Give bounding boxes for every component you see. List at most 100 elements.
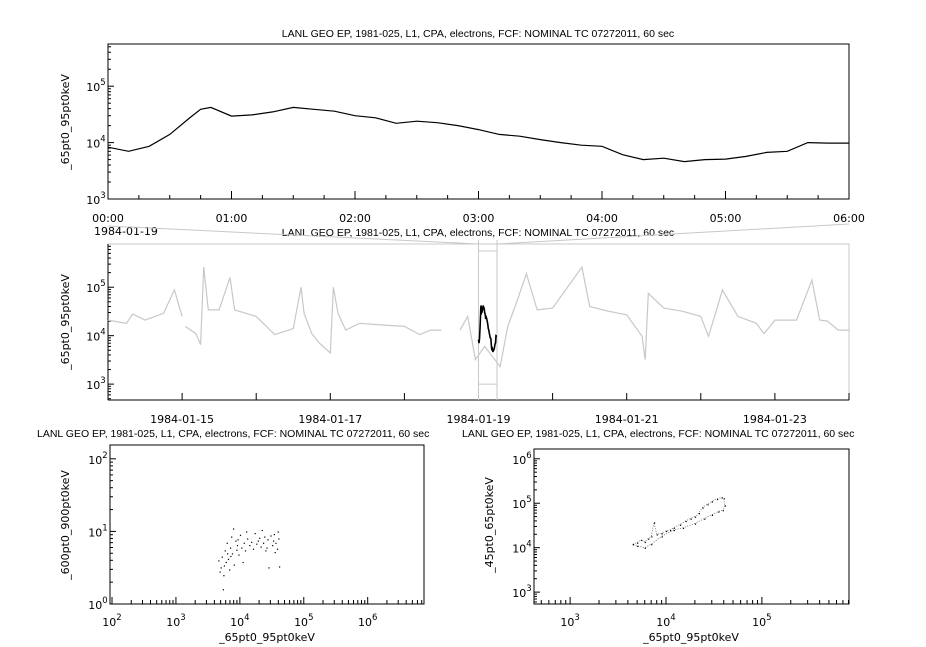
panel4-point	[717, 498, 719, 501]
panel4-point	[644, 541, 646, 544]
panel4-point	[723, 498, 725, 500]
panel3-point	[257, 540, 259, 542]
panel3-point	[221, 556, 223, 558]
panel3-point	[241, 547, 243, 549]
panel4-point	[682, 527, 685, 529]
panel3-point	[251, 541, 253, 543]
panel3-ytick-label: 102	[88, 451, 107, 467]
panel1-ytick-label: 103	[86, 191, 105, 207]
panel2-title: LANL GEO EP, 1981-025, L1, CPA, electron…	[282, 227, 674, 239]
panel4-ylabel: _45pt0_65pt0keV	[483, 477, 496, 574]
panel1-ytick-label: 104	[86, 135, 105, 151]
panel2-xtick-label: 1984-01-15	[150, 413, 214, 426]
panel3-point	[244, 550, 247, 552]
panel4-point	[707, 504, 709, 506]
panel3-xtick-label: 103	[166, 613, 185, 629]
panel4-point	[654, 522, 656, 524]
panel3-point	[227, 553, 229, 555]
panel3-xtick-label: 105	[294, 613, 313, 629]
panel4-point	[637, 542, 639, 544]
panel1-xtick-label: 06:00	[833, 212, 865, 225]
panel3-title: LANL GEO EP, 1981-025, L1, CPA, electron…	[37, 428, 429, 440]
panel3-point	[223, 575, 225, 577]
panel3-point	[242, 561, 244, 564]
panel3-xtick-label: 106	[358, 613, 377, 629]
panel1-xtick-label: 05:00	[710, 212, 742, 225]
panel3-point	[247, 538, 249, 540]
panel4-point	[690, 518, 692, 520]
panel4-point	[694, 516, 697, 518]
panel3-point	[266, 547, 268, 549]
panel1-frame	[107, 43, 850, 200]
panel3-point	[223, 565, 225, 567]
panel3-point	[219, 571, 221, 573]
panel3-point	[252, 548, 255, 550]
panel1-xtick-label: 01:00	[216, 212, 248, 225]
panel4-ytick-label: 104	[512, 540, 531, 556]
panel1-xtick-label: 04:00	[586, 212, 618, 225]
panel1-title: LANL GEO EP, 1981-025, L1, CPA, electron…	[282, 28, 674, 40]
zoom-connector-left	[107, 225, 479, 245]
panel3-point	[226, 542, 228, 544]
panel4-trace	[632, 497, 726, 549]
panel4-point	[641, 539, 643, 541]
panel4-ytick-label: 106	[512, 451, 531, 467]
panel4-point	[661, 536, 663, 538]
panel3-frame	[109, 444, 425, 605]
panel3-xlabel: _65pt0_95pt0keV	[218, 631, 315, 644]
panel4-xtick-label: 105	[752, 613, 771, 629]
panel2-series-line	[184, 267, 442, 355]
panel3-point	[260, 546, 262, 548]
panel3-point	[270, 535, 272, 537]
panel4-point	[673, 530, 675, 532]
panel4-ytick-label: 103	[512, 584, 531, 600]
panel4-point	[685, 520, 687, 523]
panel3-point	[225, 561, 227, 564]
panel3-point	[265, 550, 267, 552]
panel4-point	[632, 544, 634, 546]
panel3-point	[224, 550, 226, 552]
panel4-point	[721, 497, 723, 499]
panel3-point	[256, 543, 258, 545]
zoom-connector-right	[496, 223, 850, 245]
panel3-point	[222, 589, 224, 591]
panel3-ytick-label: 100	[88, 596, 107, 612]
panel3-ytick-label: 101	[88, 523, 107, 539]
panel2-highlight-line	[477, 305, 497, 353]
panel3-point	[279, 566, 281, 568]
panel4-point	[711, 514, 713, 516]
panel3-point	[277, 531, 279, 533]
panel3-point	[276, 548, 279, 550]
panel4-point	[702, 507, 704, 509]
panel2-ytick-label: 105	[86, 279, 105, 295]
panel4-point	[722, 510, 724, 512]
panel4-point	[666, 530, 668, 532]
panel3-point	[273, 534, 275, 536]
panel3-point	[236, 545, 239, 547]
panel2-xtick-label: 1984-01-17	[298, 413, 362, 426]
panel3-point	[218, 560, 220, 562]
panel4-ytick-label: 105	[512, 495, 531, 511]
panel2-series-line	[107, 288, 183, 324]
panel3-ylabel: _600pt0_900pt0keV	[59, 470, 72, 581]
panel4-xtick-label: 103	[560, 613, 579, 629]
panel2-xtick-label: 1984-01-23	[743, 413, 807, 426]
panel4-frame	[533, 448, 850, 605]
panel3-point	[274, 552, 276, 554]
panel3-point	[267, 539, 269, 541]
panel3-xtick-label: 104	[230, 613, 249, 629]
panel4-point	[661, 533, 663, 535]
panel4-xtick-label: 104	[656, 613, 675, 629]
panel3-xtick-label: 102	[102, 613, 121, 629]
panel4-xlabel: _65pt0_95pt0keV	[642, 631, 739, 644]
panel3-point	[273, 540, 275, 542]
panel3-point	[227, 558, 230, 560]
panel1-series-line	[107, 106, 849, 163]
panel3-point	[272, 545, 274, 547]
panel2-ytick-label: 104	[86, 328, 105, 344]
panel2-ytick-label: 103	[86, 376, 105, 392]
panel2-xtick-label: 1984-01-21	[595, 413, 659, 426]
panel1-xtick-label: 03:00	[463, 212, 495, 225]
panel3-point	[220, 567, 222, 569]
